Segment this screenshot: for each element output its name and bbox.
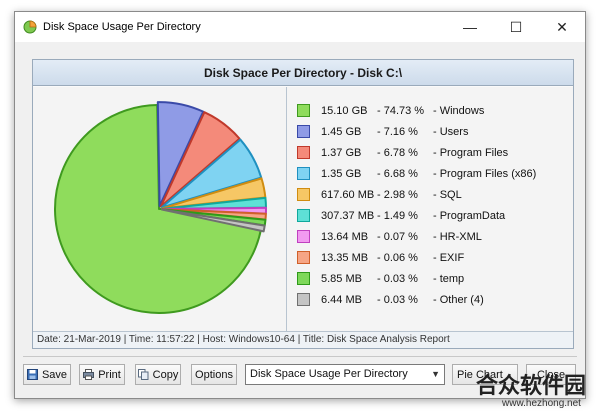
- legend-item: 1.35 GB - 6.68 % - Program Files (x86): [297, 165, 557, 186]
- legend-swatch: [297, 230, 310, 243]
- legend-name: - ProgramData: [433, 210, 506, 222]
- pie-slice: [160, 208, 266, 233]
- legend-name: - Program Files (x86): [433, 168, 537, 180]
- legend-size: 5.85 MB: [321, 273, 362, 285]
- legend-item: 1.45 GB - 7.16 % - Users: [297, 123, 557, 144]
- toolbar-separator: [23, 356, 577, 357]
- legend-name: - Users: [433, 126, 469, 138]
- legend-name: - SQL: [433, 189, 462, 201]
- legend-percent: - 1.49 %: [377, 210, 418, 222]
- legend-percent: - 74.73 %: [377, 105, 425, 117]
- print-button[interactable]: Print: [79, 364, 125, 385]
- legend-size: 307.37 MB: [321, 210, 375, 222]
- legend-swatch: [297, 272, 310, 285]
- app-pie-icon: [23, 20, 37, 34]
- legend-item: 6.44 MB - 0.03 % - Other (4): [297, 291, 557, 312]
- close-label: Close: [536, 368, 566, 381]
- legend-swatch: [297, 251, 310, 264]
- print-label: Print: [98, 368, 121, 381]
- options-button[interactable]: Options: [191, 364, 237, 385]
- legend-name: - Other (4): [433, 294, 484, 306]
- legend-size: 6.44 MB: [321, 294, 362, 306]
- legend-name: - Windows: [433, 105, 485, 117]
- report-type-select[interactable]: Disk Space Usage Per Directory ▼: [245, 364, 445, 385]
- save-label: Save: [41, 368, 68, 381]
- maximize-button[interactable]: ☐: [509, 18, 523, 35]
- pie-chart: [54, 101, 267, 314]
- legend-size: 15.10 GB: [321, 105, 368, 117]
- minimize-button[interactable]: —: [463, 19, 477, 35]
- copy-icon: [137, 369, 149, 380]
- legend-item: 13.35 MB - 0.06 % - EXIF: [297, 249, 557, 270]
- legend-size: 13.64 MB: [321, 231, 369, 243]
- close-window-button[interactable]: ✕: [556, 18, 568, 35]
- title-bar[interactable]: Disk Space Usage Per Directory — ☐ ✕: [15, 12, 585, 42]
- legend-name: - HR-XML: [433, 231, 482, 243]
- legend-item: 307.37 MB - 1.49 % - ProgramData: [297, 207, 557, 228]
- report-panel: Disk Space Per Directory - Disk C:\ 15.1…: [32, 59, 574, 349]
- chart-divider: [286, 87, 287, 331]
- pie-slice: [54, 104, 264, 314]
- legend-size: 1.45 GB: [321, 126, 362, 138]
- copy-label: Copy: [152, 368, 179, 381]
- chart-type-label: Pie Chart: [457, 368, 503, 381]
- legend-item: 5.85 MB - 0.03 % - temp: [297, 270, 557, 291]
- legend-swatch: [297, 125, 310, 138]
- legend-swatch: [297, 167, 310, 180]
- save-button[interactable]: Save: [23, 364, 71, 385]
- legend-percent: - 0.03 %: [377, 294, 418, 306]
- report-header: Disk Space Per Directory - Disk C:\: [33, 60, 573, 86]
- legend-item: 15.10 GB - 74.73 % - Windows: [297, 102, 557, 123]
- pie-slice: [156, 101, 205, 208]
- legend-name: - Program Files: [433, 147, 509, 159]
- legend-size: 1.35 GB: [321, 168, 362, 180]
- chart-type-button[interactable]: Pie Chart: [452, 364, 518, 385]
- legend-name: - temp: [433, 273, 465, 285]
- report-footer: Date: 21-Mar-2019 | Time: 11:57:22 | Hos…: [33, 331, 573, 348]
- legend-percent: - 6.78 %: [377, 147, 418, 159]
- app-window: Disk Space Usage Per Directory — ☐ ✕ Dis…: [14, 11, 586, 399]
- pie-slice: [159, 111, 241, 208]
- legend-swatch: [297, 188, 310, 201]
- legend-swatch: [297, 293, 310, 306]
- save-icon: [26, 369, 38, 380]
- chart-legend: 15.10 GB - 74.73 % - Windows 1.45 GB - 7.16 …: [297, 102, 557, 312]
- window-title: Disk Space Usage Per Directory: [43, 21, 201, 33]
- legend-item: 617.60 MB - 2.98 % - SQL: [297, 186, 557, 207]
- report-type-value: Disk Space Usage Per Directory: [250, 368, 408, 380]
- legend-item: 13.64 MB - 0.07 % - HR-XML: [297, 228, 557, 249]
- legend-size: 617.60 MB: [321, 189, 375, 201]
- close-button[interactable]: Close: [526, 364, 576, 385]
- legend-size: 1.37 GB: [321, 147, 362, 159]
- legend-percent: - 0.06 %: [377, 252, 418, 264]
- legend-percent: - 6.68 %: [377, 168, 418, 180]
- printer-icon: [83, 369, 95, 380]
- legend-swatch: [297, 209, 310, 222]
- legend-swatch: [297, 146, 310, 159]
- legend-swatch: [297, 104, 310, 117]
- legend-percent: - 0.07 %: [377, 231, 418, 243]
- legend-percent: - 2.98 %: [377, 189, 418, 201]
- legend-percent: - 7.16 %: [377, 126, 418, 138]
- legend-percent: - 0.03 %: [377, 273, 418, 285]
- options-label: Options: [195, 368, 233, 381]
- watermark-text: 合众软件园: [476, 373, 587, 398]
- legend-item: 1.37 GB - 6.78 % - Program Files: [297, 144, 557, 165]
- copy-button[interactable]: Copy: [135, 364, 181, 385]
- watermark-url: www.hezhong.net: [502, 398, 581, 409]
- legend-size: 13.35 MB: [321, 252, 369, 264]
- watermark: 合众软件园 www.hezhong.net: [476, 368, 600, 412]
- legend-name: - EXIF: [433, 252, 465, 264]
- dropdown-arrow-icon: ▼: [431, 369, 440, 379]
